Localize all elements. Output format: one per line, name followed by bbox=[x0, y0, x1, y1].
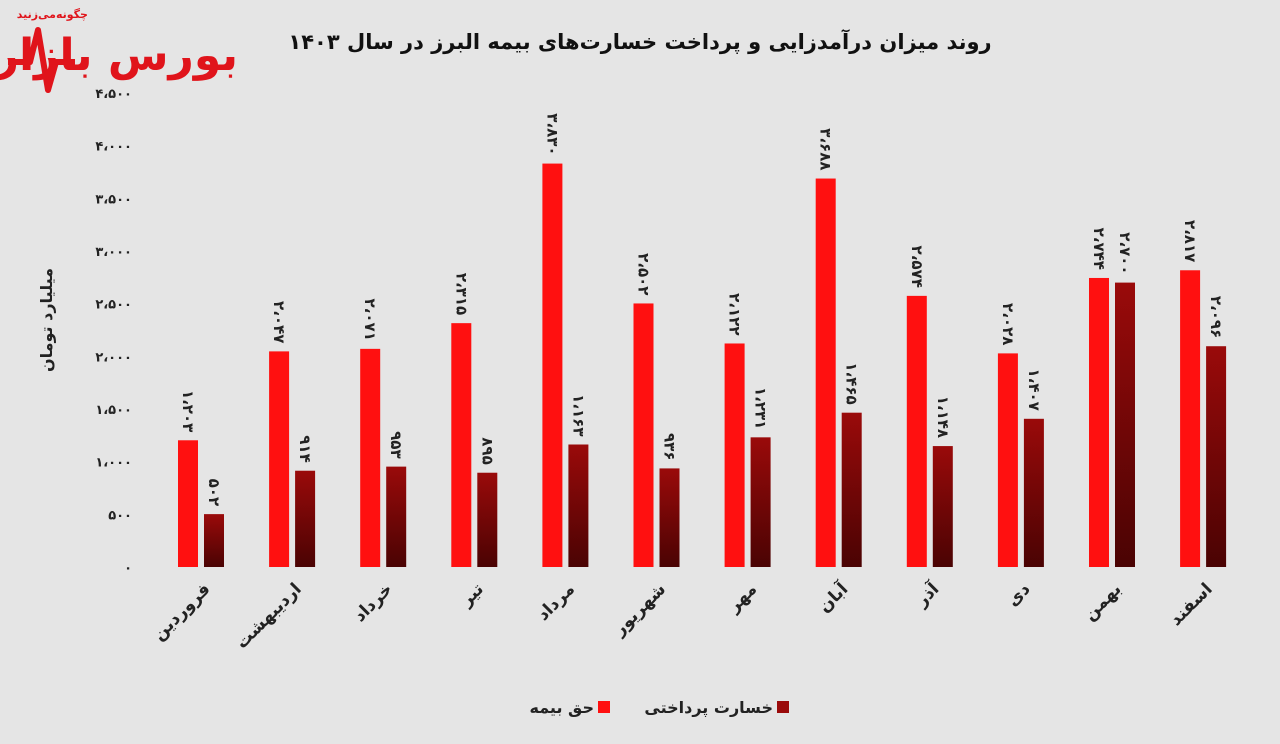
y-tick-label: ۲،۰۰۰ bbox=[95, 350, 132, 365]
bar-premium bbox=[1089, 277, 1109, 567]
x-tick-label: آبان bbox=[813, 577, 853, 617]
x-tick-label: اسفند bbox=[1166, 579, 1217, 630]
x-tick-label: آذر bbox=[910, 577, 944, 611]
bar-premium bbox=[815, 178, 836, 567]
legend-label-premium: حق بیمه bbox=[530, 698, 595, 717]
chart-title: روند میزان درآمدزایی و پرداخت خسارت‌های … bbox=[288, 29, 991, 54]
x-tick-label: شهریور bbox=[609, 579, 670, 640]
y-axis-label: میلیارد تومان bbox=[37, 268, 56, 372]
bar-premium bbox=[633, 303, 654, 567]
legend: حق بیمه خسارت پرداختی bbox=[530, 698, 789, 718]
x-tick-label: اردیبهشت bbox=[232, 579, 306, 653]
data-label-claims: ۹۵۳ bbox=[387, 431, 405, 458]
data-label-premium: ۲،۷۴۴ bbox=[1090, 228, 1108, 270]
bar-claims bbox=[568, 444, 589, 567]
data-label-premium: ۱،۲۰۳ bbox=[179, 390, 197, 432]
y-tick-label: ۳،۵۰۰ bbox=[95, 192, 132, 207]
legend-label-claims: خسارت پرداختی bbox=[644, 698, 773, 718]
y-tick-label: ۴،۰۰۰ bbox=[95, 140, 132, 155]
bar-premium bbox=[360, 348, 381, 567]
data-label-premium: ۳،۸۳۰ bbox=[543, 113, 561, 155]
bars bbox=[178, 163, 1227, 567]
logo-text: بورس بازار bbox=[0, 30, 238, 81]
bar-premium bbox=[1180, 270, 1201, 567]
bar-claims bbox=[295, 470, 316, 567]
x-tick-label: بهمن bbox=[1080, 579, 1125, 624]
data-label-premium: ۲،۸۱۷ bbox=[1181, 220, 1199, 262]
data-label-premium: ۲،۰۷۱ bbox=[361, 299, 379, 341]
bar-claims bbox=[932, 446, 953, 567]
data-label-claims: ۱،۱۶۳ bbox=[569, 394, 587, 436]
logo: بورس بازار چگونه‌می‌زنید bbox=[0, 8, 238, 93]
data-label-claims: ۲،۷۰۰ bbox=[1116, 232, 1134, 274]
bar-premium bbox=[542, 163, 563, 567]
x-tick-label: تیر bbox=[456, 579, 488, 611]
bar-premium bbox=[178, 440, 198, 567]
bar-claims bbox=[1115, 282, 1135, 567]
data-label-premium: ۲،۵۰۲ bbox=[635, 253, 653, 295]
x-tick-label: خرداد bbox=[350, 579, 397, 626]
y-tick-label: ۱،۵۰۰ bbox=[95, 403, 132, 418]
x-tick-label: مهر bbox=[723, 579, 761, 617]
y-tick-label: ۰ bbox=[124, 561, 132, 576]
data-label-claims: ۲،۰۹۶ bbox=[1207, 296, 1225, 338]
data-label-premium: ۲،۳۱۵ bbox=[452, 273, 470, 315]
data-label-claims: ۱،۴۰۷ bbox=[1025, 368, 1043, 410]
x-tick-label: مرداد bbox=[533, 579, 579, 625]
data-labels: ۱،۲۰۳ ۵۰۲ ۲،۰۴۷ ۹۱۴ ۲،۰۷۱ ۹۵۳ ۲،۳۱۵ ۸۹۵ ۳،۸۳۰ ۱،۱… bbox=[179, 113, 1225, 506]
y-axis-ticks: ۰ ۵۰۰ ۱،۰۰۰ ۱،۵۰۰ ۲،۰۰۰ ۲،۵۰۰ ۳،۰۰۰ ۳،۵۰۰ ۴،۰۰۰ ۴… bbox=[95, 87, 132, 576]
x-axis-ticks: فروردین اردیبهشت خرداد تیر مرداد شهریور مهر آبا… bbox=[149, 577, 1216, 653]
data-label-claims: ۵۰۲ bbox=[205, 479, 223, 506]
x-tick-label: دی bbox=[1003, 579, 1035, 611]
logo-heartbeat-icon bbox=[8, 27, 75, 93]
legend-swatch-claims bbox=[777, 701, 789, 713]
bar-claims bbox=[1206, 346, 1227, 567]
y-tick-label: ۴،۵۰۰ bbox=[95, 87, 132, 102]
data-label-premium: ۲،۵۷۴ bbox=[908, 246, 926, 288]
data-label-claims: ۱،۴۶۵ bbox=[843, 362, 861, 404]
data-label-premium: ۲،۰۴۷ bbox=[270, 301, 288, 343]
bar-premium bbox=[724, 343, 745, 567]
data-label-claims: ۹۱۴ bbox=[296, 435, 314, 462]
data-label-claims: ۸۹۵ bbox=[478, 437, 496, 464]
bar-claims bbox=[841, 412, 862, 567]
data-label-claims: ۱،۱۴۸ bbox=[934, 396, 952, 438]
data-label-premium: ۲،۰۲۸ bbox=[999, 303, 1017, 345]
data-label-premium: ۲،۱۲۲ bbox=[726, 293, 744, 335]
bar-claims bbox=[477, 472, 498, 567]
logo-tagline: چگونه‌می‌زنید bbox=[17, 8, 88, 21]
data-label-premium: ۳،۶۸۸ bbox=[817, 128, 835, 170]
y-tick-label: ۵۰۰ bbox=[108, 508, 132, 523]
bar-premium bbox=[997, 353, 1018, 567]
bar-claims bbox=[750, 437, 771, 567]
bar-claims bbox=[204, 514, 224, 567]
bar-claims bbox=[386, 466, 407, 567]
bar-premium bbox=[269, 351, 290, 567]
bar-premium bbox=[451, 323, 472, 567]
data-label-claims: ۱،۲۳۱ bbox=[752, 387, 770, 429]
legend-swatch-premium bbox=[598, 701, 610, 713]
x-tick-label: فروردین bbox=[149, 579, 214, 644]
data-label-claims: ۹۳۶ bbox=[661, 433, 679, 460]
bar-claims bbox=[659, 468, 680, 567]
bar-premium bbox=[906, 295, 927, 567]
y-tick-label: ۲،۵۰۰ bbox=[95, 298, 132, 313]
y-tick-label: ۱،۰۰۰ bbox=[95, 456, 132, 471]
bar-claims bbox=[1023, 418, 1044, 567]
y-tick-label: ۳،۰۰۰ bbox=[95, 245, 132, 260]
